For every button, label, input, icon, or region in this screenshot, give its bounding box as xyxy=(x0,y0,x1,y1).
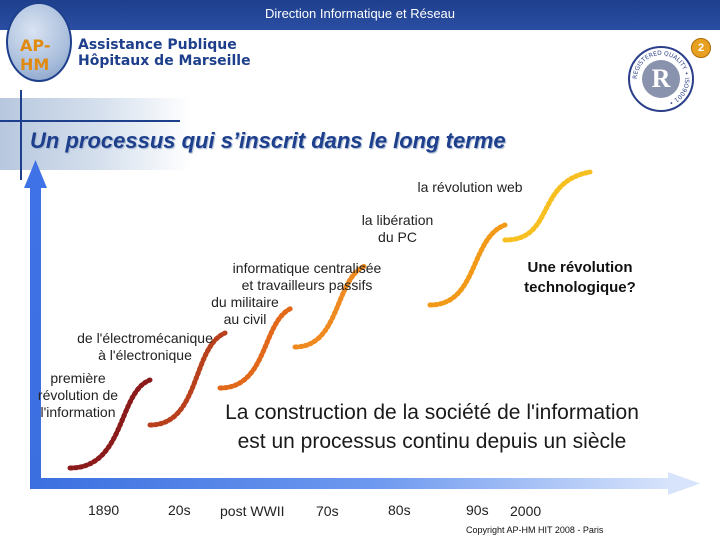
stage-curve-3 xyxy=(217,305,295,391)
vertical-axis xyxy=(30,185,41,485)
header-title: Direction Informatique et Réseau xyxy=(264,6,456,21)
stage-curve-2 xyxy=(147,330,228,428)
header-bar: Direction Informatique et Réseau xyxy=(0,0,720,30)
stage-label-4: informatique centralisée et travailleurs… xyxy=(232,260,382,293)
horizontal-axis xyxy=(30,478,670,489)
aphm-logo-icon: AP-HM xyxy=(6,2,72,82)
timeline-label-90s: 90s xyxy=(466,502,489,518)
vertical-axis-arrowhead xyxy=(24,160,47,188)
title-decoration-band xyxy=(0,98,190,170)
timeline-label-20s: 20s xyxy=(168,502,191,518)
logo-mark: AP-HM xyxy=(20,36,51,74)
org-name-line2: Hôpitaux de Marseille xyxy=(78,53,251,69)
timeline-label-post-wwii: post WWII xyxy=(220,503,285,519)
question-text: Une révolution technologique? xyxy=(524,259,636,296)
horizontal-axis-arrowhead xyxy=(668,472,700,495)
page-number-badge: 2 xyxy=(691,38,711,58)
stage-curves xyxy=(67,169,593,471)
stage-label-1: première révolution de l'information xyxy=(37,370,119,420)
iso-certification-seal-icon: REGISTERED QUALITY • ISO9001 • R xyxy=(628,46,694,112)
stage-curve-5 xyxy=(427,222,508,308)
stage-curve-6 xyxy=(502,169,593,243)
statement-text: La construction de la société de l'infor… xyxy=(225,401,639,453)
timeline-label-80s: 80s xyxy=(388,502,411,518)
copyright-text: Copyright AP-HM HIT 2008 - Paris xyxy=(466,525,604,535)
stage-label-3: du militaire au civil xyxy=(211,294,279,327)
cert-mark: R xyxy=(642,60,680,98)
title-decoration-hline xyxy=(0,120,180,122)
stage-label-5: la libération du PC xyxy=(361,212,434,245)
title-decoration-vline xyxy=(20,90,22,180)
stage-curve-1 xyxy=(67,377,153,471)
stage-curve-4 xyxy=(292,263,368,350)
timeline-label-70s: 70s xyxy=(316,503,339,519)
timeline-label-1890: 1890 xyxy=(88,502,120,518)
stage-label-2: de l'électromécanique à l'électronique xyxy=(77,330,213,363)
stage-label-6: la révolution web xyxy=(417,179,523,195)
org-name-line1: Assistance Publique xyxy=(78,37,237,53)
slide-title: Un processus qui s’inscrit dans le long … xyxy=(30,128,506,153)
timeline-label-2000: 2000 xyxy=(510,503,542,519)
